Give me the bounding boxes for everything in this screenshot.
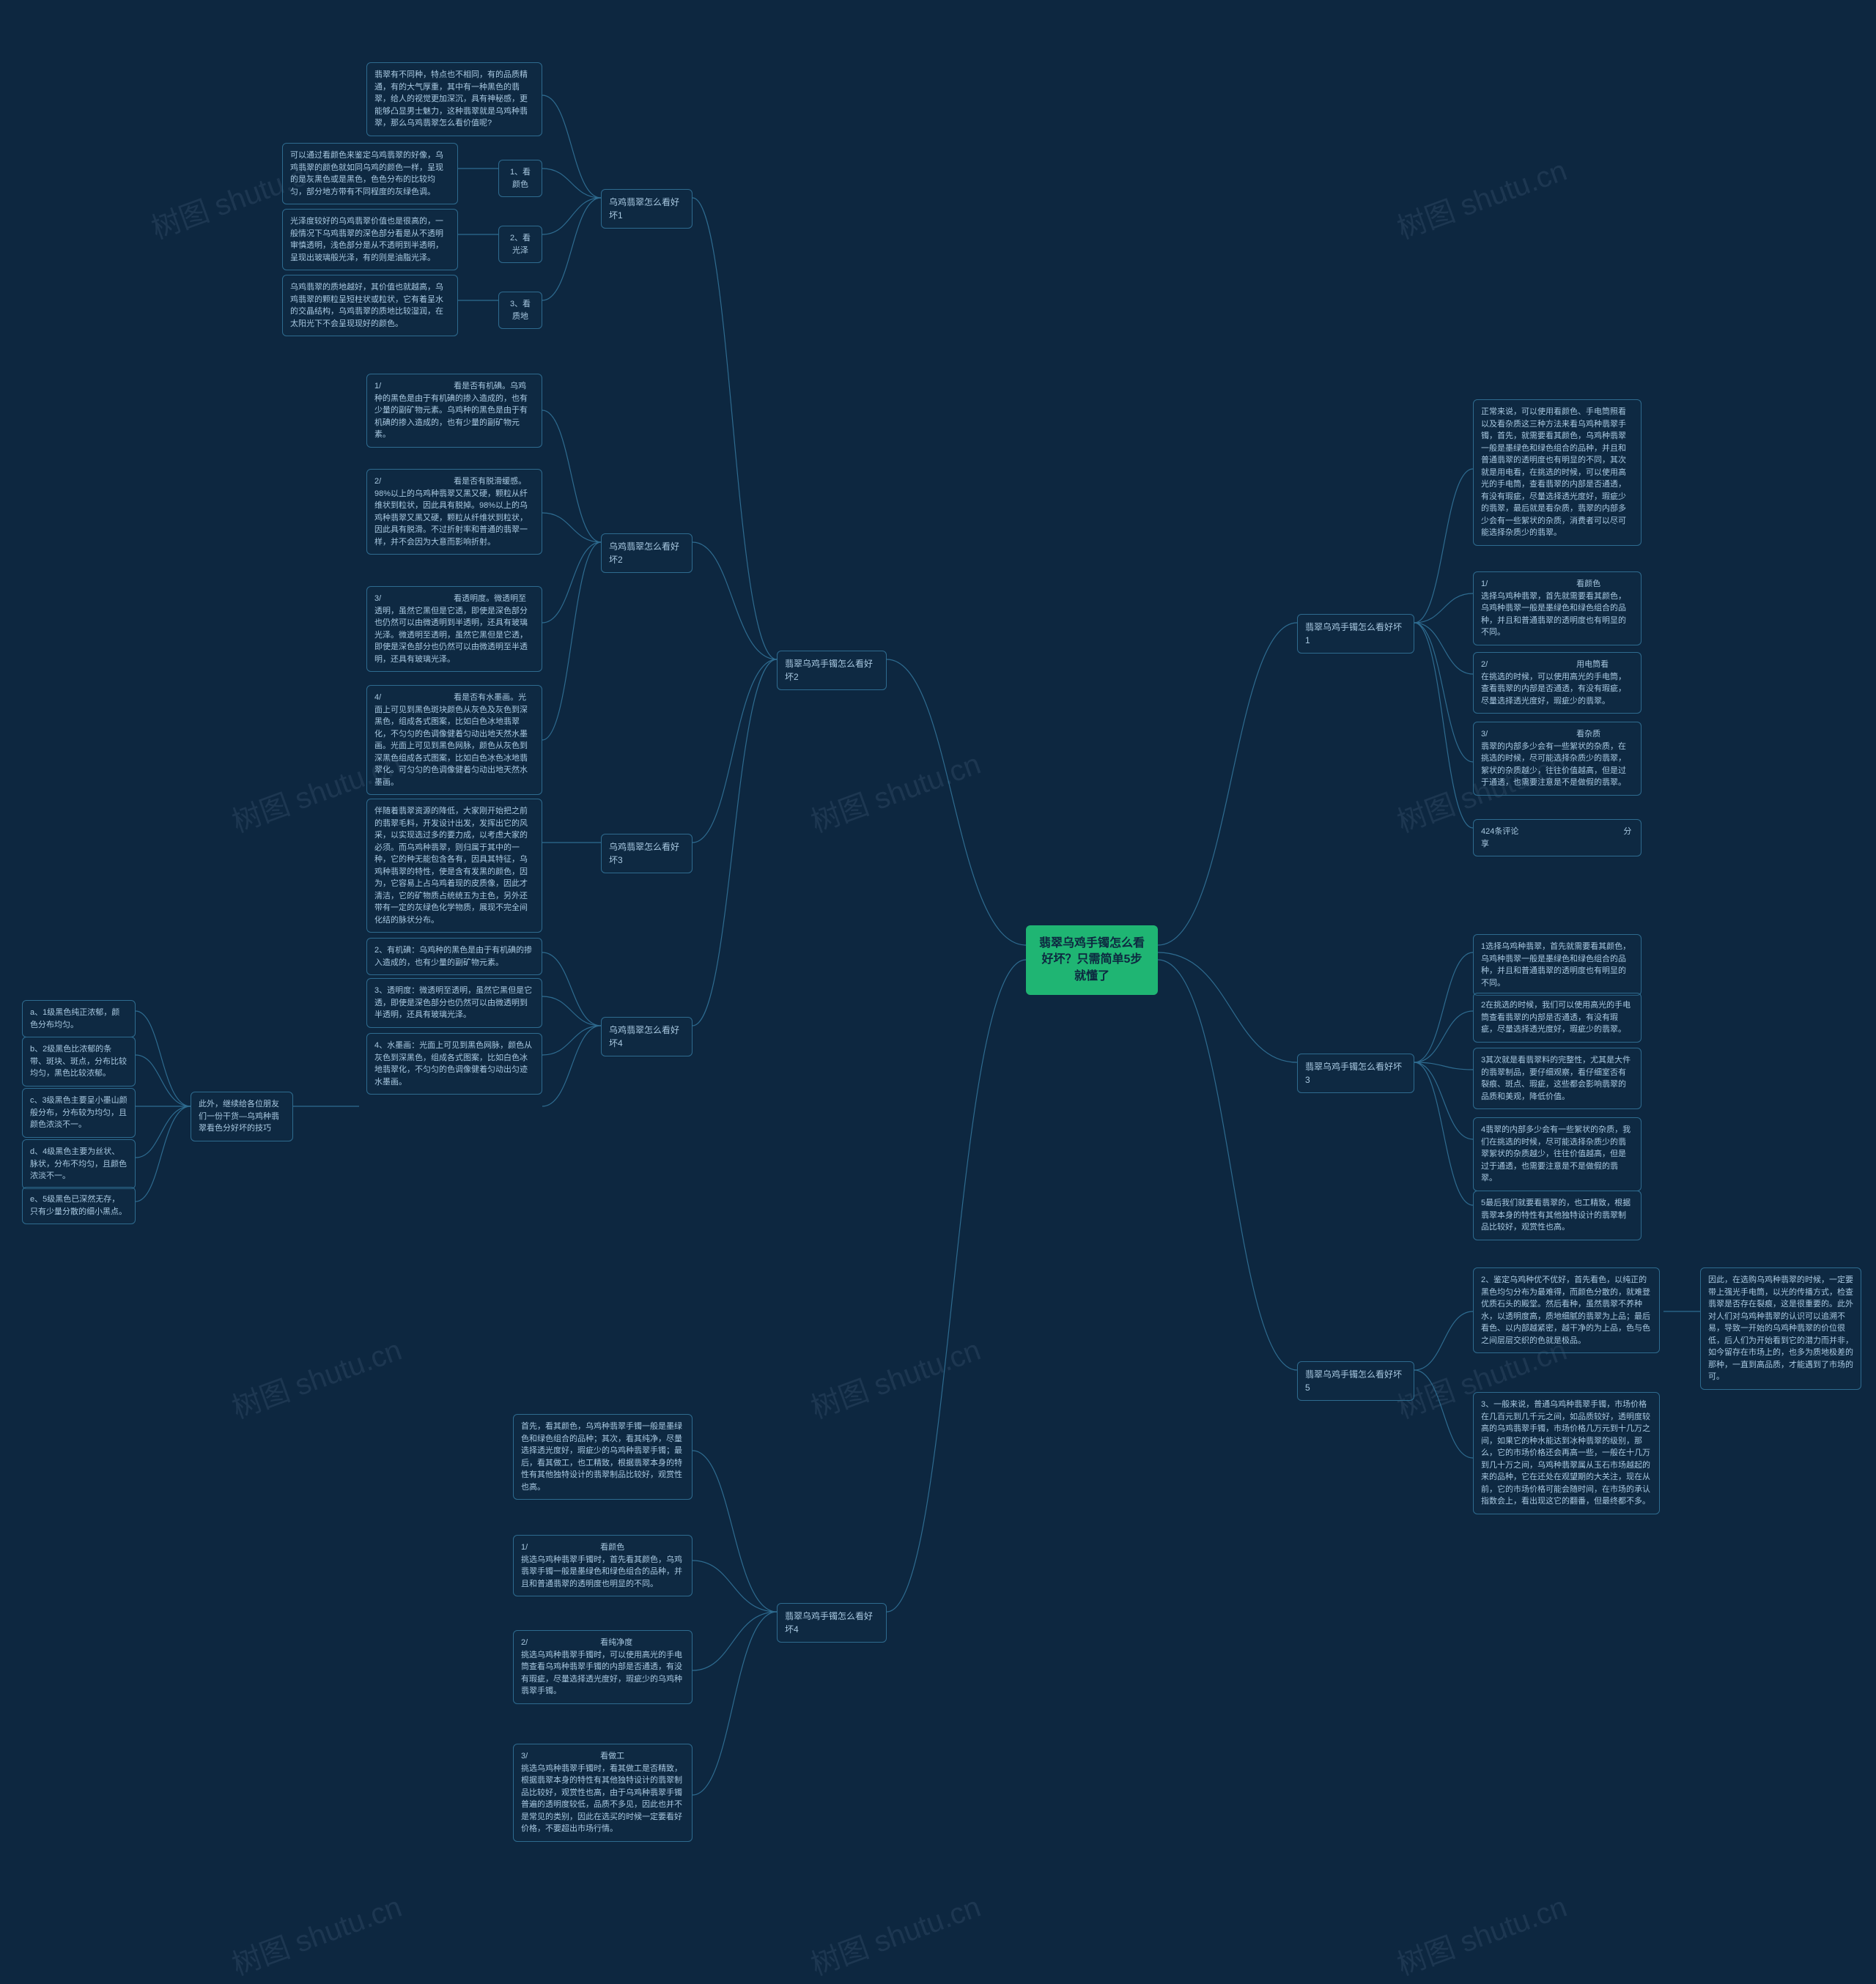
- l2-s4-n4: 4、水墨画：光面上可见到黑色网脉，颜色从灰色到深黑色，组成各式图案，比如白色冰地…: [366, 1033, 542, 1095]
- l2-s1: 乌鸡翡翠怎么看好坏1: [601, 189, 693, 229]
- r3-n5: 5最后我们就要看翡翠的，也工精致，根据翡翠本身的特性有其他独特设计的翡翠制品比较…: [1473, 1191, 1642, 1240]
- l2-s4-n3: 3、透明度：微透明至透明，虽然它黑但是它透，即使是深色部分也仍然可以由微透明到半…: [366, 978, 542, 1028]
- l2-s1-n2t: 2、看光泽: [498, 226, 542, 263]
- l2-s1-n3: 乌鸡翡翠的质地越好，其价值也就越高，乌鸡翡翠的颗粒呈短柱状或粒状，它有着呈水的交…: [282, 275, 458, 336]
- r5-n3: 3、一般来说，普通乌鸡种翡翠手镯，市场价格在几百元到几千元之间，如品质较好，透明…: [1473, 1392, 1660, 1514]
- l2-s2-n4: 4/ 看是否有水墨画。光面上可见到黑色斑块颜色从灰色及灰色到深黑色，组成各式图案…: [366, 685, 542, 795]
- watermark: 树图 shutu.cn: [804, 1883, 986, 1983]
- l2-s2: 乌鸡翡翠怎么看好坏2: [601, 533, 693, 573]
- watermark: 树图 shutu.cn: [225, 1326, 407, 1426]
- branch-r1: 翡翠乌鸡手镯怎么看好坏1: [1297, 614, 1414, 654]
- r1-intro: 正常来说，可以使用看颜色、手电筒照看以及看杂质这三种方法来看乌鸡种翡翠手镯，首先…: [1473, 399, 1642, 546]
- l2-s4-c: c、3级黑色主要呈小墨山颜般分布，分布较为均匀，且颜色浓淡不一。: [22, 1088, 136, 1138]
- branch-l2: 翡翠乌鸡手镯怎么看好坏2: [777, 651, 887, 690]
- r1-n3: 3/ 看杂质 翡翠的内部多少会有一些絮状的杂质，在挑选的时候，尽可能选择杂质少的…: [1473, 722, 1642, 796]
- l2-s1-n3t: 3、看质地: [498, 292, 542, 329]
- l2-s4-e: e、5级黑色已深然无存，只有少量分散的细小黑点。: [22, 1187, 136, 1224]
- watermark: 树图 shutu.cn: [804, 1326, 986, 1426]
- center-root: 翡翠乌鸡手镯怎么看好坏？只需简单5步就懂了: [1026, 925, 1158, 995]
- l2-s4-d: d、4级黑色主要为丝状、脉状，分布不均匀，且颜色浓淡不一。: [22, 1139, 136, 1189]
- branch-r3: 翡翠乌鸡手镯怎么看好坏3: [1297, 1054, 1414, 1093]
- watermark: 树图 shutu.cn: [1390, 1883, 1572, 1983]
- l2-s4-b: b、2级黑色比浓郁的条带、斑块、斑点，分布比较均匀，黑色比较浓郁。: [22, 1037, 136, 1087]
- l2-s4-n2: 2、有机碘：乌鸡种的黑色是由于有机碘的掺入造成的，也有少量的副矿物元素。: [366, 938, 542, 975]
- r3-n1: 1选择乌鸡种翡翠，首先就需要看其颜色，乌鸡种翡翠一般是墨绿色和绿色组合的品种，并…: [1473, 934, 1642, 996]
- r1-n1: 1/ 看颜色 选择乌鸡种翡翠，首先就需要看其颜色，乌鸡种翡翠一般是墨绿色和绿色组…: [1473, 571, 1642, 645]
- l2-s4: 乌鸡翡翠怎么看好坏4: [601, 1017, 693, 1056]
- l2-s1-n1: 可以通过看颜色来鉴定乌鸡翡翠的好像，乌鸡翡翠的颜色就如同乌鸡的颜色一样，呈现的是…: [282, 143, 458, 204]
- watermark: 树图 shutu.cn: [804, 740, 986, 840]
- l4-n3: 3/ 看做工 挑选乌鸡种翡翠手镯时，看其做工是否精致，根据翡翠本身的特性有其他独…: [513, 1744, 693, 1842]
- watermark: 树图 shutu.cn: [1390, 147, 1572, 247]
- l2-s1-n1t: 1、看颜色: [498, 160, 542, 197]
- r1-n2: 2/ 用电筒看 在挑选的时候，可以使用高光的手电筒，查看翡翠的内部是否通透，有没…: [1473, 652, 1642, 714]
- r3-n4: 4翡翠的内部多少会有一些絮状的杂质，我们在挑选的时候，尽可能选择杂质少的翡翠絮状…: [1473, 1117, 1642, 1191]
- branch-l4: 翡翠乌鸡手镯怎么看好坏4: [777, 1603, 887, 1643]
- r5-n2a: 因此，在选购乌鸡种翡翠的时候，一定要带上强光手电筒，以光的传播方式，检查翡翠是否…: [1700, 1267, 1861, 1390]
- l4-intro: 首先，看其颜色，乌鸡种翡翠手镯一般是墨绿色和绿色组合的品种；其次，看其纯净，尽量…: [513, 1414, 693, 1500]
- l4-n1: 1/ 看颜色 挑选乌鸡种翡翠手镯时，首先看其颜色，乌鸡翡翠手镯一般是墨绿色和绿色…: [513, 1535, 693, 1596]
- branch-r5: 翡翠乌鸡手镯怎么看好坏5: [1297, 1361, 1414, 1401]
- r1-footer: 424条评论 分享: [1473, 819, 1642, 856]
- l2-s1-intro: 翡翠有不同种，特点也不相同，有的品质精通，有的大气厚重，其中有一种黑色的翡翠，给…: [366, 62, 542, 136]
- l2-s3: 乌鸡翡翠怎么看好坏3: [601, 834, 693, 873]
- r5-n2: 2、鉴定乌鸡种优不优好，首先看色，以纯正的黑色均匀分布为最难得，而颜色分散的，就…: [1473, 1267, 1660, 1353]
- r3-n2: 2在挑选的时候，我们可以使用高光的手电筒查看翡翠的内部是否通透，有没有瑕疵，尽量…: [1473, 993, 1642, 1043]
- l2-s4-a: a、1级黑色纯正浓郁，颜色分布均匀。: [22, 1000, 136, 1037]
- l2-s2-n2: 2/ 看是否有脱滑缓感。98%以上的乌鸡种翡翠又黑又硬，颗粒从纤维状到粒状，因此…: [366, 469, 542, 555]
- watermark: 树图 shutu.cn: [225, 1883, 407, 1983]
- l2-s3-n: 伴随着翡翠资源的降低，大家刚开始把之前的翡翠毛料，开发设计出发，发挥出它的风采，…: [366, 799, 542, 933]
- r3-n3: 3其次就是看翡翠料的完整性，尤其是大件的翡翠制品，要仔细观察，看仔细室否有裂痕、…: [1473, 1048, 1642, 1109]
- l4-n2: 2/ 看纯净度 挑选乌鸡种翡翠手镯时，可以使用高光的手电筒查看乌鸡种翡翠手镯的内…: [513, 1630, 693, 1704]
- l2-s4-side: 此外，继续给各位朋友们一份干货—乌鸡种翡翠看色分好坏的技巧: [191, 1092, 293, 1141]
- l2-s2-n3: 3/ 看透明度。微透明至透明，虽然它黑但是它透，即使是深色部分也仍然可以由微透明…: [366, 586, 542, 672]
- l2-s1-n2: 光泽度较好的乌鸡翡翠价值也是很高的，一般情况下乌鸡翡翠的深色部分看是从不透明审慎…: [282, 209, 458, 270]
- l2-s2-n1: 1/ 看是否有机碘。乌鸡种的黑色是由于有机碘的掺入造成的，也有少量的副矿物元素。…: [366, 374, 542, 448]
